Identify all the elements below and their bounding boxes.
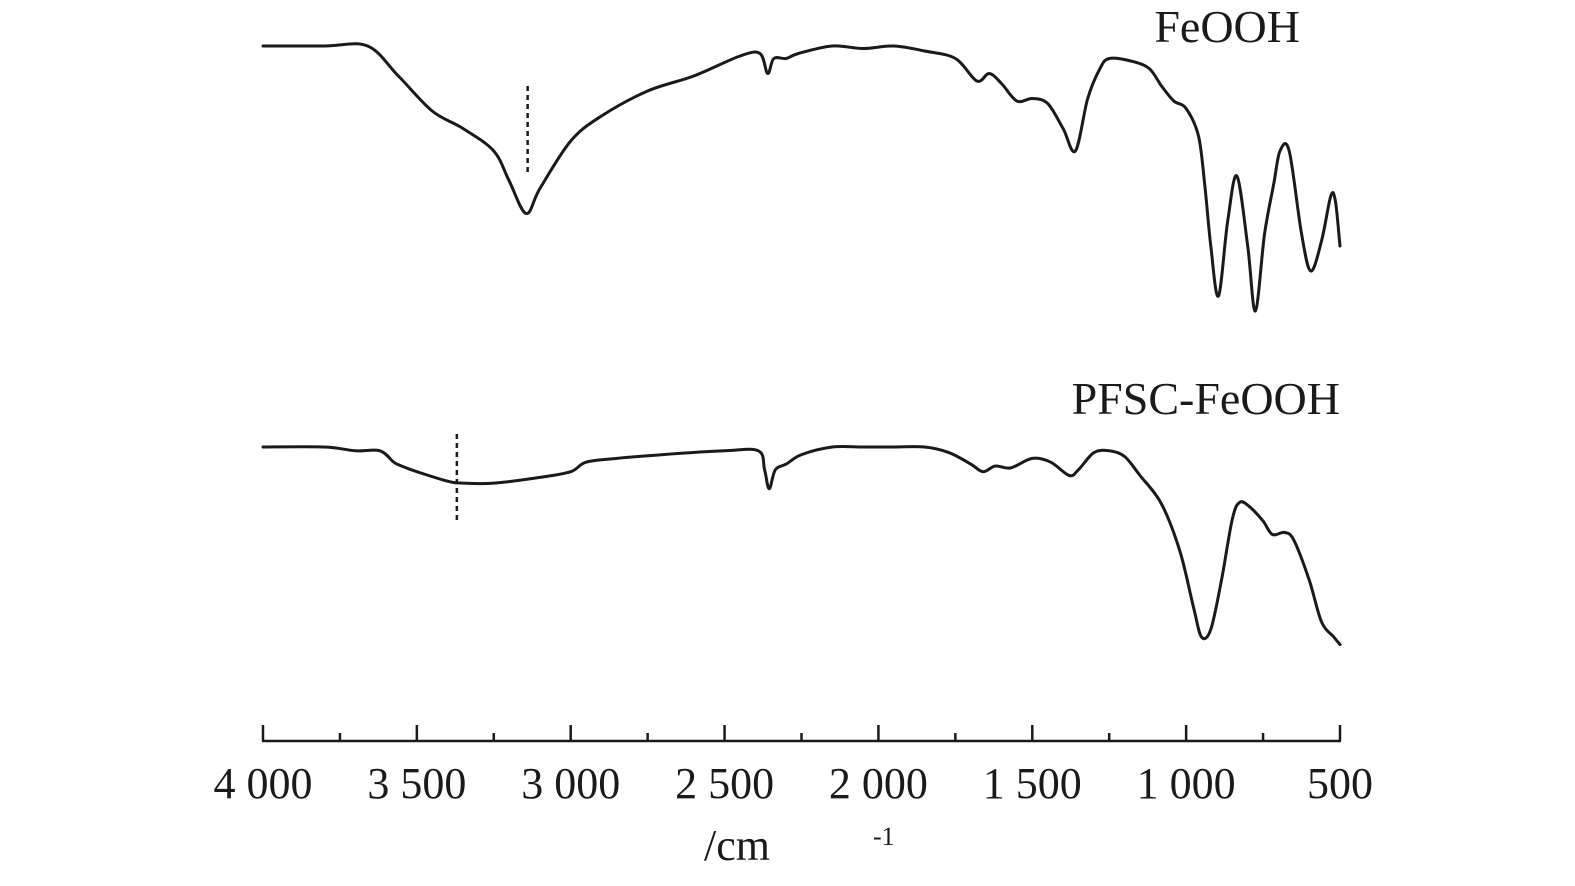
- series-line-2: [261, 444, 1342, 647]
- tick-label: 500: [1307, 759, 1373, 808]
- tick-label: 1 500: [983, 759, 1082, 808]
- x-axis-ticks: [261, 725, 1342, 741]
- tick-label: 3 000: [521, 759, 620, 808]
- series-label-2: PFSC-FeOOH: [1072, 373, 1340, 424]
- tick-label: 3 500: [367, 759, 466, 808]
- series-layer: [261, 42, 1342, 647]
- tick-label: 2 000: [829, 759, 928, 808]
- series-line-1: [261, 42, 1342, 313]
- x-axis-tick-labels: 4 000 3 500 3 000 2 500 2 000 1 500 1 000 500: [214, 759, 1374, 808]
- series-labels: FeOOH PFSC-FeOOH: [1072, 1, 1340, 424]
- x-axis-title: /cm: [704, 821, 770, 870]
- tick-label: 2 500: [675, 759, 774, 808]
- x-axis-title-superscript: -1: [873, 822, 895, 851]
- x-axis: 4 000 3 500 3 000 2 500 2 000 1 500 1 000 500 /…: [214, 725, 1374, 870]
- tick-label: 1 000: [1137, 759, 1236, 808]
- series-label-1: FeOOH: [1154, 1, 1300, 52]
- tick-label: 4 000: [214, 759, 313, 808]
